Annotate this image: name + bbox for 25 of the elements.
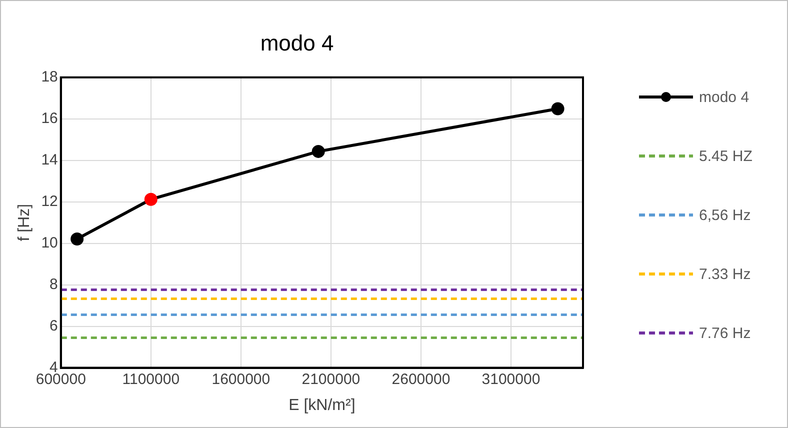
y-tick-label: 16 [41, 110, 58, 128]
y-tick-label: 14 [41, 152, 58, 169]
x-tick-label: 1100000 [122, 370, 180, 388]
y-tick-label: 10 [41, 234, 58, 252]
chart-title: modo 4 [260, 30, 334, 56]
point [70, 232, 84, 246]
y-tick-label: 6 [50, 317, 58, 334]
x-tick-label: 3100000 [482, 370, 540, 388]
legend-label: 5.45 HZ [699, 148, 752, 164]
point [312, 144, 325, 158]
y-tick-label: 12 [41, 193, 58, 210]
legend-label: 7.76 Hz [699, 324, 751, 342]
x-tick-label: 1600000 [212, 370, 270, 388]
x-tick-label: 2600000 [392, 370, 450, 388]
point [551, 102, 564, 116]
legend-label: 6,56 Hz [699, 206, 751, 224]
x-tick-label: 2100000 [302, 370, 360, 388]
legend-label: 7.33 Hz [699, 266, 751, 282]
x-axis-title: E [kN/m²] [288, 396, 356, 414]
point [144, 192, 158, 206]
y-tick-label: 18 [41, 68, 58, 86]
legend-label: modo 4 [699, 88, 750, 106]
y-axis-title: f [Hz] [16, 204, 34, 242]
x-tick-label: 600000 [36, 370, 86, 388]
y-tick-label: 8 [50, 276, 58, 293]
